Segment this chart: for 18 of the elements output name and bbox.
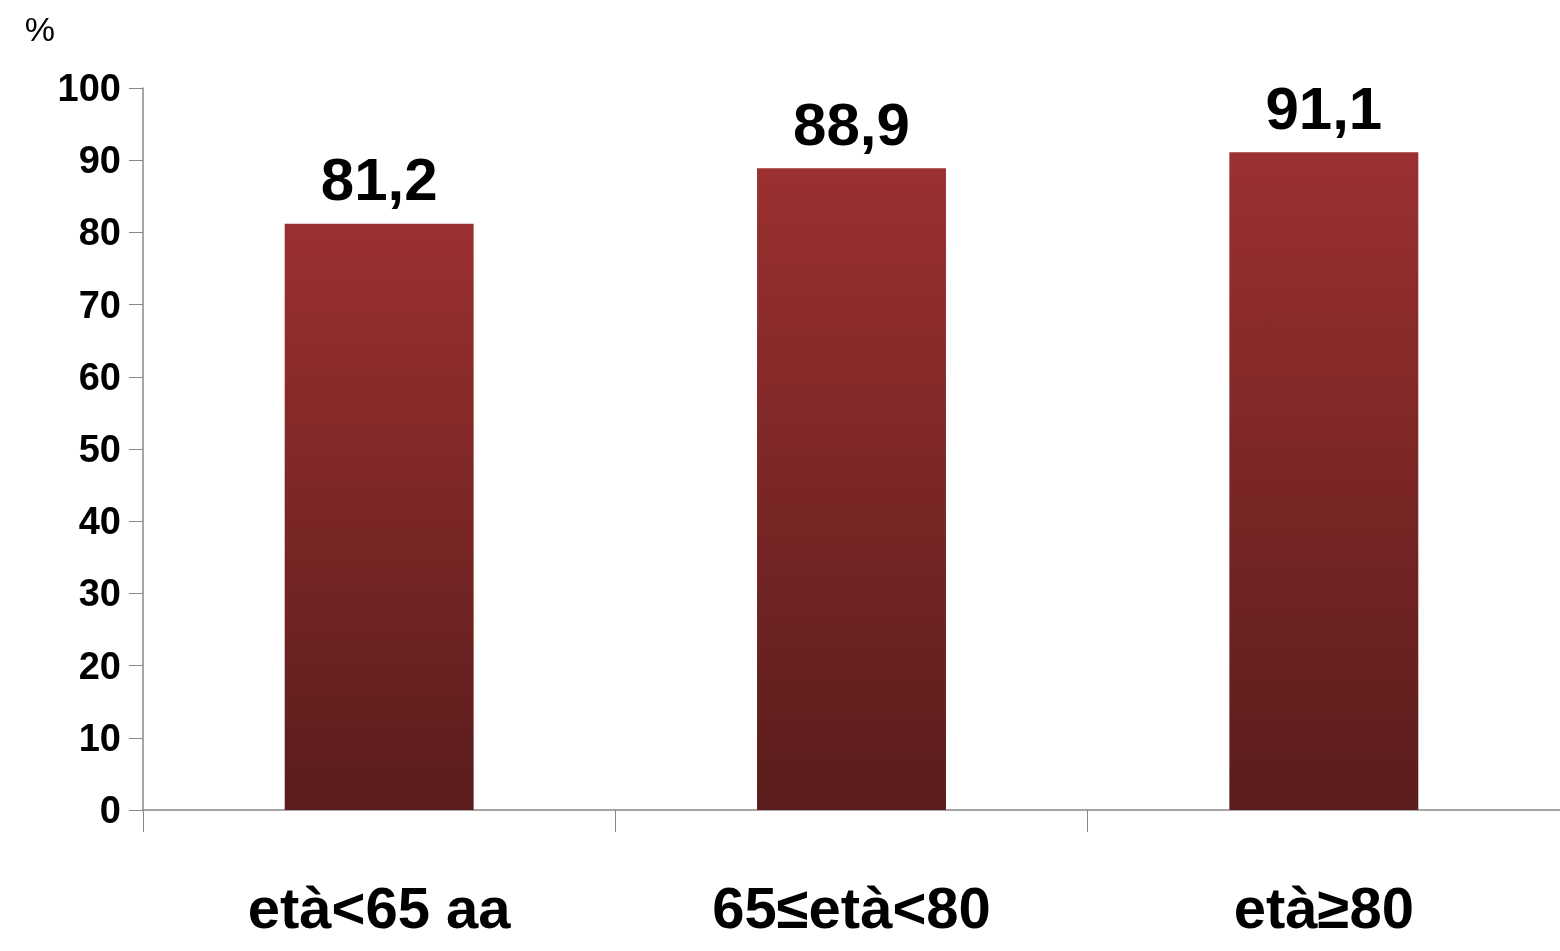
y-tick-label: 60: [78, 355, 121, 398]
y-tick-label: 70: [78, 283, 121, 326]
data-label: 88,9: [793, 90, 910, 158]
y-tick-label: 20: [78, 644, 121, 687]
data-label: 91,1: [1265, 74, 1383, 142]
y-tick-label: 10: [78, 716, 121, 759]
y-tick-label: 100: [57, 67, 121, 109]
x-tick-label: età<65 aa: [247, 874, 512, 940]
data-label: 81,2: [320, 146, 438, 214]
y-axis-title: %: [24, 10, 55, 48]
x-tick-label: età≥80: [1233, 874, 1414, 940]
y-tick-label: 0: [99, 789, 121, 831]
y-tick-label: 50: [78, 428, 121, 470]
y-tick-label: 90: [78, 139, 121, 182]
y-tick-label: 40: [78, 500, 121, 543]
x-tick-label: 65≤età<80: [712, 874, 991, 940]
y-tick-label: 30: [78, 572, 121, 615]
y-tick-label: 80: [78, 211, 121, 254]
